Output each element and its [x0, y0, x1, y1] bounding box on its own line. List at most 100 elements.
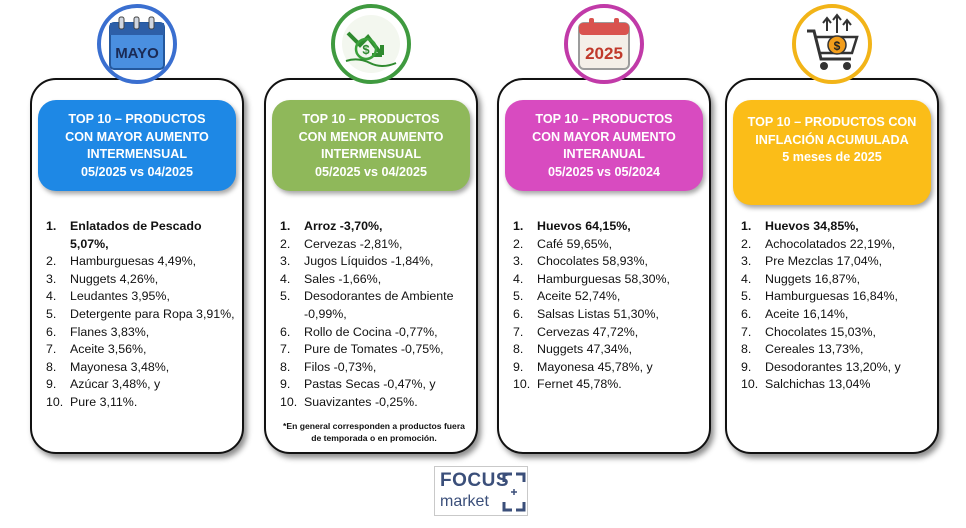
header-line: TOP 10 – PRODUCTOS CON — [747, 115, 917, 129]
item-number: 7. — [280, 342, 291, 357]
item-number: 5. — [513, 289, 524, 304]
item-number: 3. — [741, 254, 752, 269]
product-list: 1. Arroz -3,70%, 2. Cervezas -2,81%, 3. Jug… — [280, 218, 474, 412]
list-item: 5. Hamburguesas 16,84%, — [741, 288, 935, 306]
list-item: 4. Sales -1,66%, — [280, 271, 474, 289]
item-text: Achocolatados 22,19%, — [765, 236, 896, 251]
item-text: Café 59,65%, — [537, 236, 613, 251]
item-number: 1. — [741, 219, 752, 233]
list-item: 9. Desodorantes 13,20%, y — [741, 359, 935, 377]
list-item: 10. Pure 3,11%. — [46, 394, 240, 412]
list-item: 3. Jugos Líquidos -1,84%, — [280, 253, 474, 271]
item-text: Mayonesa 45,78%, y — [537, 359, 653, 374]
item-text: Salsas Listas 51,30%, — [537, 306, 659, 321]
item-number: 6. — [513, 306, 524, 321]
item-number: 2. — [513, 236, 524, 251]
item-number: 8. — [280, 359, 291, 374]
list-item: 5. Aceite 52,74%, — [513, 288, 707, 306]
item-number: 10. — [280, 394, 298, 409]
item-number: 4. — [46, 289, 57, 304]
list-item: 7. Chocolates 15,03%, — [741, 324, 935, 342]
list-item: 1. Huevos 34,85%, — [741, 218, 935, 236]
list-item: 9. Pastas Secas -0,47%, y — [280, 376, 474, 394]
item-text: Sales -1,66%, — [304, 271, 382, 286]
header-line: 05/2025 vs 04/2025 — [80, 164, 194, 179]
list-item: 8. Nuggets 47,34%, — [513, 341, 707, 359]
item-text: Azúcar 3,48%, y — [70, 377, 161, 392]
list-item: 4. Hamburguesas 58,30%, — [513, 271, 707, 289]
list-item: 4. Leudantes 3,95%, — [46, 288, 240, 306]
header-line: CON MAYOR AUMENTO — [532, 129, 676, 144]
item-number: 9. — [513, 359, 524, 374]
item-text: Chocolates 15,03%, — [765, 324, 876, 339]
item-number: 4. — [513, 271, 524, 286]
header-line: CON MAYOR AUMENTO — [65, 129, 209, 144]
list-item: 8. Filos -0,73%, — [280, 359, 474, 377]
header-line: TOP 10 – PRODUCTOS — [302, 112, 440, 126]
logo-word-market: market — [440, 493, 489, 510]
list-item: 10. Fernet 45,78%. — [513, 376, 707, 394]
item-text: Pre Mezclas 17,04%, — [765, 254, 883, 269]
list-item: 2. Hamburguesas 4,49%, — [46, 253, 240, 271]
item-text: Enlatados de Pescado 5,07%, — [70, 219, 202, 251]
list-item: 7. Cervezas 47,72%, — [513, 324, 707, 342]
list-item: 7. Aceite 3,56%, — [46, 341, 240, 359]
header-line: INTERMENSUAL — [320, 147, 422, 161]
item-text: Flanes 3,83%, — [70, 324, 150, 339]
item-number: 1. — [46, 219, 57, 233]
list-item: 8. Cereales 13,73%, — [741, 341, 935, 359]
footnote: *En general corresponden a productos fue… — [283, 421, 465, 443]
item-number: 4. — [741, 271, 752, 286]
item-text: Cereales 13,73%, — [765, 342, 864, 357]
list-item: 8. Mayonesa 3,48%, — [46, 359, 240, 377]
list-item: 4. Nuggets 16,87%, — [741, 271, 935, 289]
list-item: 6. Aceite 16,14%, — [741, 306, 935, 324]
list-item: 3. Chocolates 58,93%, — [513, 253, 707, 271]
item-text: Pure 3,11%. — [70, 394, 138, 409]
item-number: 9. — [741, 359, 752, 374]
item-text: Hamburguesas 58,30%, — [537, 271, 670, 286]
item-text: Nuggets 16,87%, — [765, 271, 861, 286]
item-text: Jugos Líquidos -1,84%, — [304, 254, 434, 269]
list-item: 6. Rollo de Cocina -0,77%, — [280, 324, 474, 342]
focus-market-logo: FOCUS market — [434, 466, 528, 516]
svg-text:$: $ — [362, 42, 370, 57]
list-item: 6. Flanes 3,83%, — [46, 324, 240, 342]
list-item: 10. Suavizantes -0,25%. — [280, 394, 474, 412]
svg-text:$: $ — [834, 39, 841, 53]
header-line: 05/2025 vs 05/2024 — [547, 164, 661, 179]
list-item: 1. Enlatados de Pescado 5,07%, — [46, 218, 240, 253]
item-text: Nuggets 47,34%, — [537, 342, 633, 357]
card-header: TOP 10 – PRODUCTOS CON MAYOR AUMENTO INT… — [38, 100, 236, 191]
item-text: Mayonesa 3,48%, — [70, 359, 170, 374]
header-line: TOP 10 – PRODUCTOS — [68, 112, 206, 126]
product-list: 1. Enlatados de Pescado 5,07%, 2. Hamburgu… — [46, 218, 240, 412]
item-text: Nuggets 4,26%, — [70, 271, 159, 286]
product-list: 1. Huevos 34,85%, 2. Achocolatados 22,19%,… — [741, 218, 935, 394]
list-item: 1. Arroz -3,70%, — [280, 218, 474, 236]
item-text: Fernet 45,78%. — [537, 377, 622, 392]
product-list: 1. Huevos 64,15%, 2. Café 59,65%, 3. Chocol… — [513, 218, 707, 394]
item-text: Leudantes 3,95%, — [70, 289, 170, 304]
item-number: 7. — [741, 324, 752, 339]
item-text: Aceite 16,14%, — [765, 306, 849, 321]
header-line: INTERANUAL — [563, 147, 645, 161]
calendar-month-label: MAYO — [115, 45, 159, 62]
item-text: Aceite 52,74%, — [537, 289, 621, 304]
header-line: INFLACIÓN ACUMULADA — [755, 132, 909, 147]
card-menor-aumento-intermensual: $ TOP 10 – PRODUCTOS CON MENOR AUMENTO I… — [264, 4, 478, 454]
item-number: 3. — [513, 254, 524, 269]
item-number: 10. — [513, 377, 531, 392]
item-text: Cervezas -2,81%, — [304, 236, 403, 251]
calendar-icon: 2025 — [564, 4, 644, 84]
item-text: Detergente para Ropa 3,91%, — [70, 306, 235, 321]
item-number: 8. — [741, 342, 752, 357]
header-line: CON MENOR AUMENTO — [298, 129, 444, 144]
list-item: 3. Nuggets 4,26%, — [46, 271, 240, 289]
list-item: 2. Café 59,65%, — [513, 236, 707, 254]
item-number: 7. — [513, 324, 524, 339]
item-number: 5. — [741, 289, 752, 304]
item-text: Desodorantes de Ambiente -0,99%, — [304, 289, 454, 321]
frame-bracket-icon — [502, 472, 526, 512]
item-text: Cervezas 47,72%, — [537, 324, 639, 339]
